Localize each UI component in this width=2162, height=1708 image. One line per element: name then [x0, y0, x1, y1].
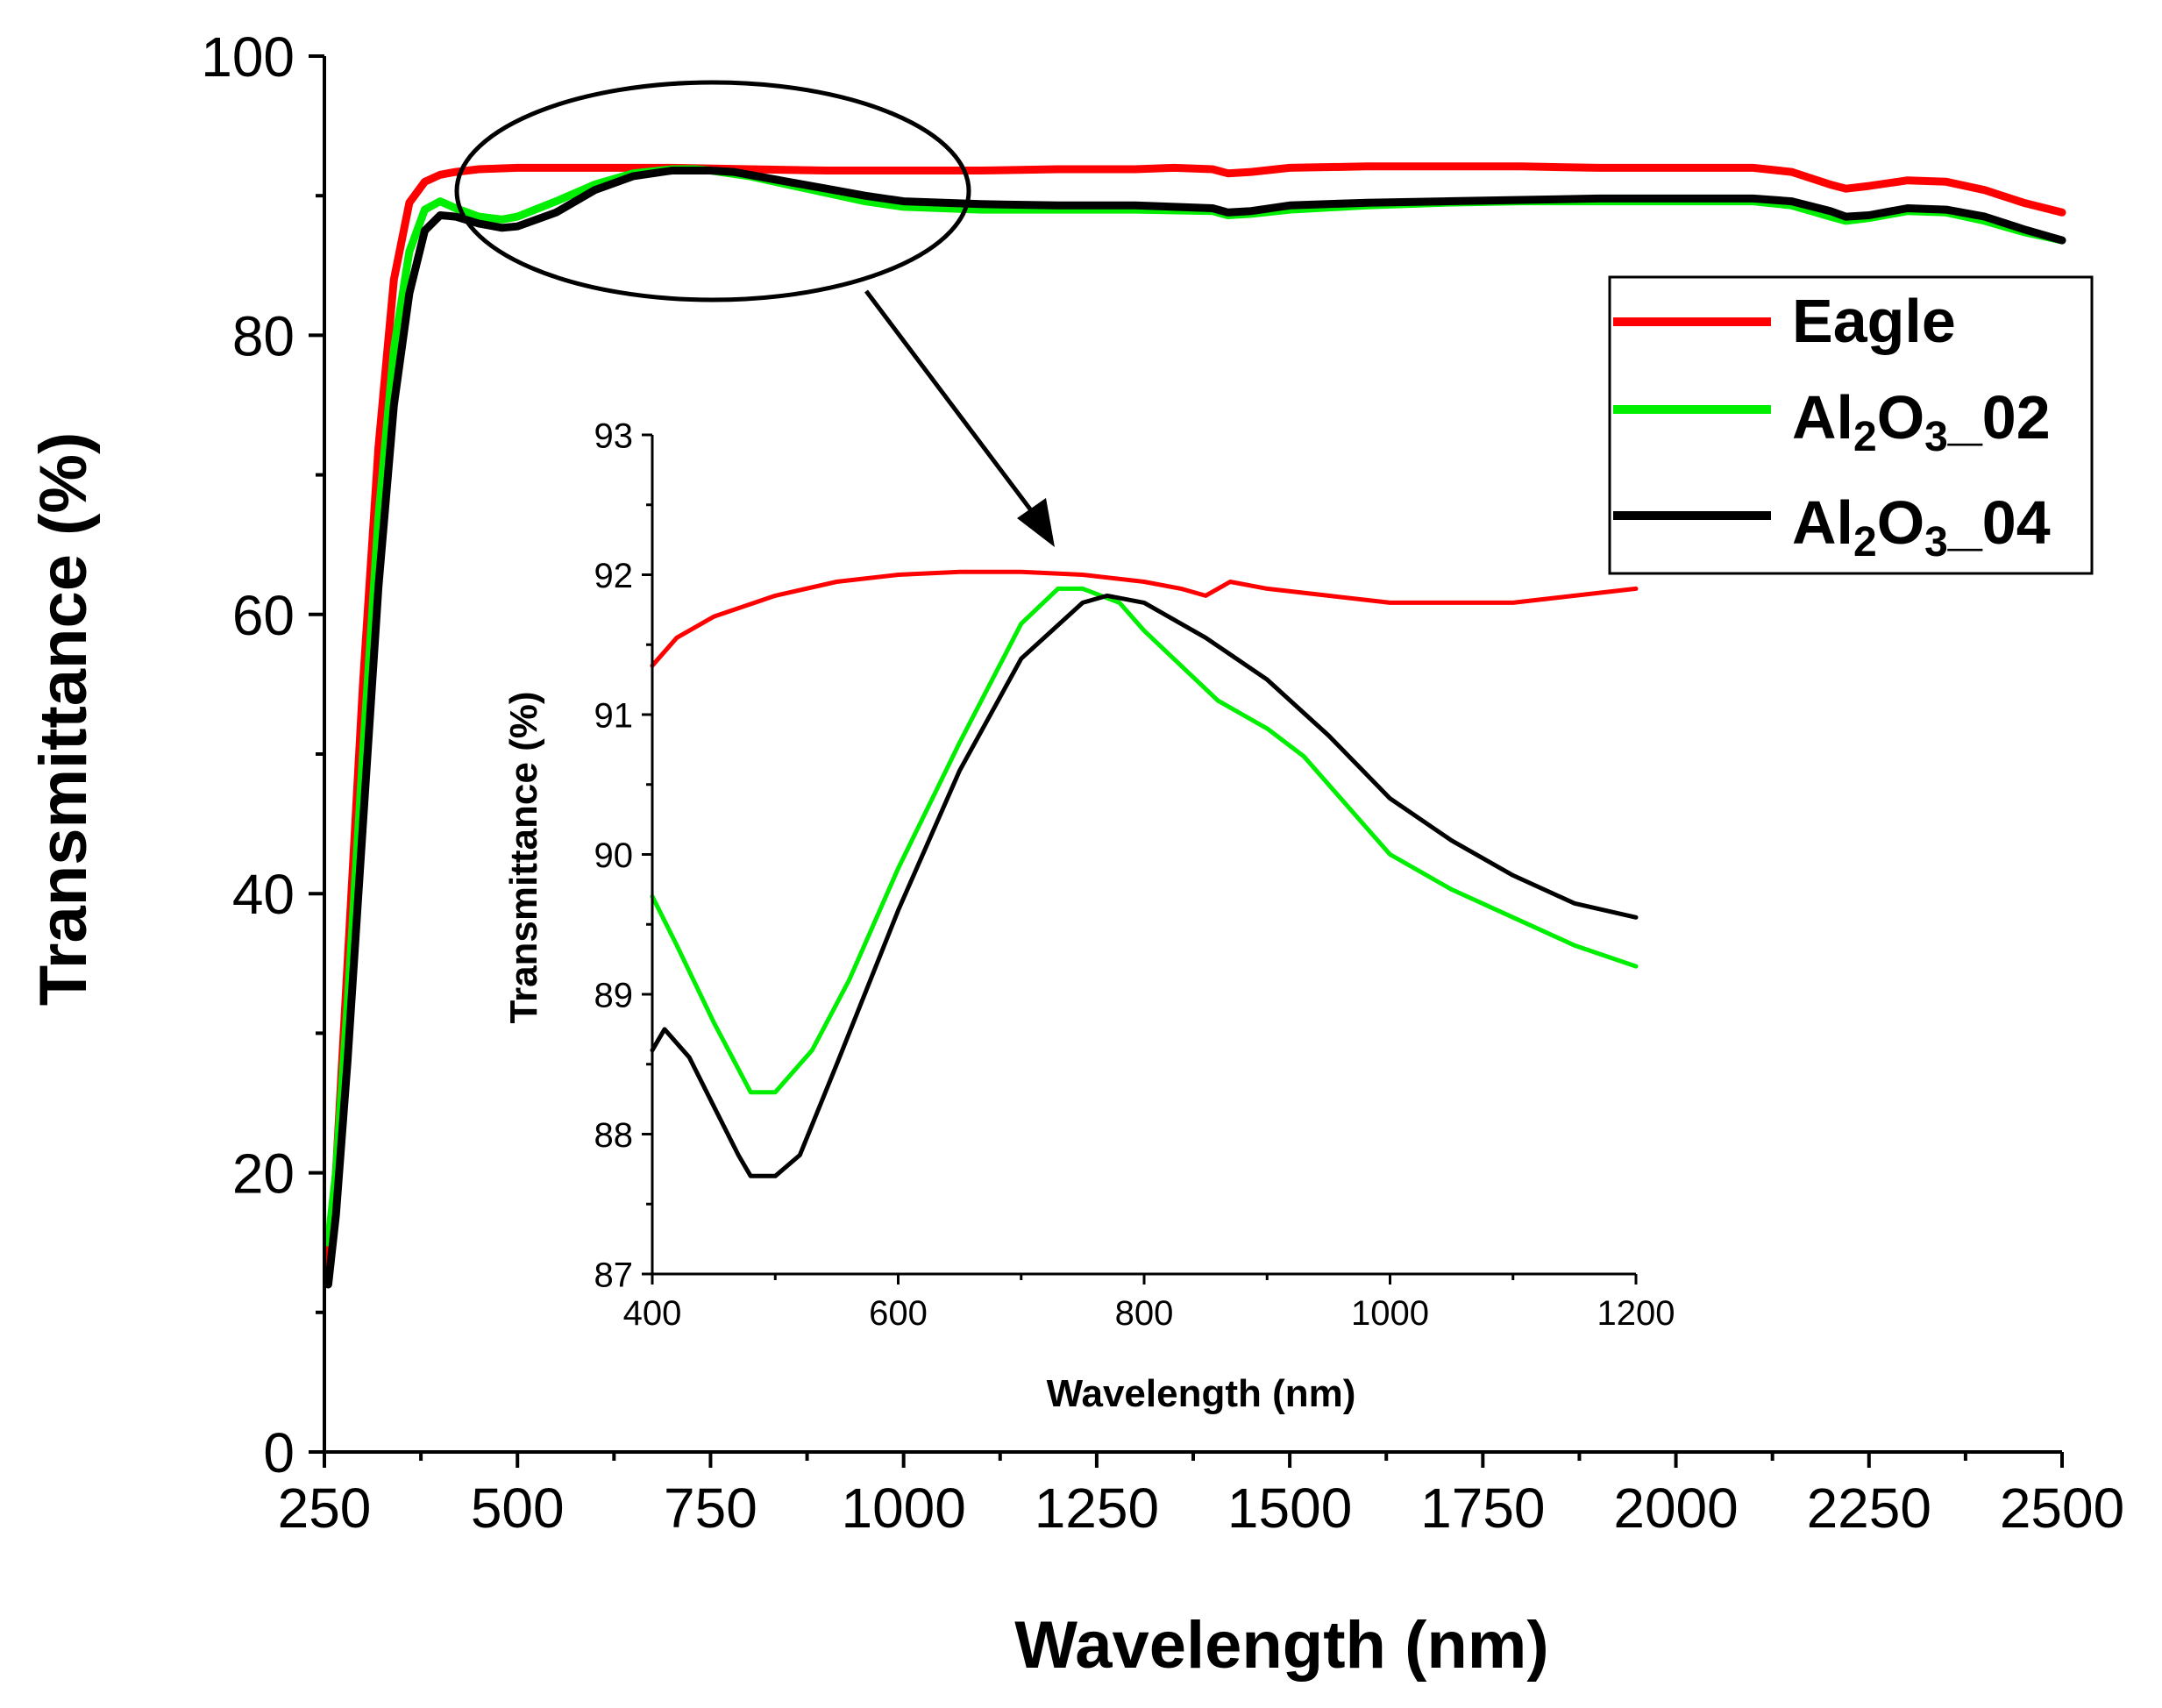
main-y-tick-label-20: 20 — [232, 1142, 295, 1206]
zoom-ellipse — [454, 80, 971, 302]
main-x-tick-label-2000: 2000 — [1613, 1477, 1738, 1540]
legend-label-al2o3-04: Al2O3_04 — [1792, 488, 2051, 566]
main-x-tick-label-250: 250 — [278, 1477, 372, 1540]
main-series-group — [324, 162, 2066, 1289]
main-y-tick-label-80: 80 — [232, 304, 295, 367]
legend-label-al2o3-02: Al2O3_02 — [1792, 383, 2051, 460]
inset-x-tick-label-600: 600 — [869, 1294, 928, 1333]
legend-label-al2o3-02-sub3: 3 — [1924, 414, 1948, 460]
inset-y-tick-label-89: 89 — [594, 976, 634, 1014]
inset-y-tick-label-88: 88 — [594, 1116, 634, 1155]
legend-label-al2o3-04-part1: Al — [1792, 488, 1853, 557]
main-x-tick-label-1500: 1500 — [1227, 1477, 1352, 1540]
inset-series-eagle — [650, 569, 1639, 668]
inset-y-tick-label-91: 91 — [594, 696, 634, 735]
main-x-tick-label-2500: 2500 — [2000, 1477, 2124, 1540]
main-x-tick-label-750: 750 — [664, 1477, 757, 1540]
main-y-tick-label-0: 0 — [263, 1421, 295, 1484]
legend-label-al2o3-02-part3: _02 — [1947, 383, 2051, 452]
legend-box — [1608, 275, 2094, 575]
main-y-tick-label-40: 40 — [232, 863, 295, 926]
inset-y-tick-label-90: 90 — [594, 836, 634, 875]
main-axes-group: 250 500 750 1000 1250 1500 1750 2000 2250 2500 0 20… — [201, 25, 2124, 1540]
inset-x-axis-title: Wavelength (nm) — [1047, 1372, 1356, 1415]
main-x-tick-label-1250: 1250 — [1035, 1477, 1159, 1540]
inset-y-tick-label-93: 93 — [594, 416, 634, 455]
legend-label-al2o3-04-sub2: 2 — [1853, 519, 1877, 566]
main-series-eagle — [324, 162, 2066, 1275]
main-y-axis-title: Transmittance (%) — [26, 432, 101, 1007]
legend-label-al2o3-04-part3: _04 — [1947, 488, 2051, 557]
main-plot: 250 500 750 1000 1250 1500 1750 2000 2250 2500 0 20… — [26, 25, 2124, 1683]
legend-label-al2o3-02-part2: O — [1877, 383, 1924, 452]
legend-label-al2o3-04-sub3: 3 — [1924, 519, 1948, 566]
inset-x-tick-label-800: 800 — [1115, 1294, 1174, 1333]
legend-label-eagle: Eagle — [1792, 287, 1956, 355]
inset-y-tick-label-92: 92 — [594, 557, 634, 595]
main-x-tick-label-2250: 2250 — [1807, 1477, 1931, 1540]
legend-label-al2o3-02-part1: Al — [1792, 383, 1853, 452]
zoom-annotation — [454, 80, 1055, 547]
legend-label-al2o3-02-sub2: 2 — [1853, 414, 1877, 460]
main-x-tick-label-1000: 1000 — [841, 1477, 965, 1540]
zoom-arrow-head — [1017, 498, 1055, 547]
main-series-al2o3-04 — [324, 167, 2066, 1289]
inset-series-group — [650, 569, 1639, 1178]
main-x-tick-label-1750: 1750 — [1420, 1477, 1545, 1540]
inset-series-al2o3-04 — [650, 593, 1639, 1178]
inset-plot: 400 600 800 1000 1200 87 88 89 90 91 92 93 Waveleng… — [502, 416, 1675, 1415]
legend: Eagle Al2O3_02 Al2O3_04 — [1608, 275, 2094, 575]
inset-x-tick-label-400: 400 — [623, 1294, 682, 1333]
inset-axes-group: 400 600 800 1000 1200 87 88 89 90 91 92 93 — [594, 416, 1675, 1333]
inset-y-axis-title: Transmittance (%) — [502, 692, 545, 1024]
main-y-tick-label-100: 100 — [201, 25, 295, 89]
inset-x-tick-label-1000: 1000 — [1351, 1294, 1429, 1333]
main-x-axis-title: Wavelength (nm) — [1014, 1608, 1548, 1683]
zoom-arrow-line — [864, 289, 1043, 526]
inset-x-tick-label-1200: 1200 — [1597, 1294, 1675, 1333]
legend-label-al2o3-04-part2: O — [1877, 488, 1924, 557]
main-series-al2o3-02 — [324, 165, 2066, 1247]
main-y-tick-label-60: 60 — [232, 584, 295, 647]
inset-y-tick-label-87: 87 — [594, 1256, 634, 1294]
main-x-tick-label-500: 500 — [471, 1477, 565, 1540]
inset-series-al2o3-02 — [650, 586, 1639, 1095]
